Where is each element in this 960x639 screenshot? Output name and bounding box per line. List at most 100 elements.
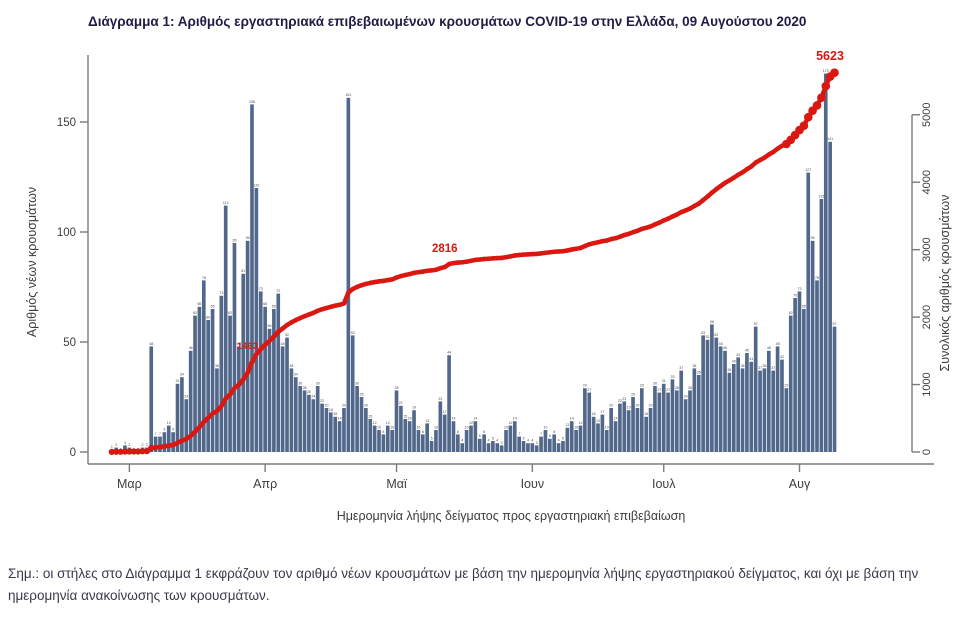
daily-cases-bar [810, 240, 815, 452]
bar-value-label: 38 [289, 364, 293, 368]
bar-value-label: 46 [723, 346, 727, 350]
daily-cases-bar [460, 443, 465, 452]
daily-cases-bar [276, 293, 281, 452]
bar-value-label: 52 [285, 333, 289, 337]
daily-cases-bar [245, 240, 250, 452]
daily-cases-bar [696, 375, 701, 452]
cumulative-point [503, 254, 509, 260]
cumulative-point [245, 370, 250, 376]
cumulative-point [157, 444, 163, 450]
cumulative-point [661, 218, 666, 223]
daily-cases-bar [311, 399, 316, 452]
bar-value-label: 62 [789, 311, 793, 315]
daily-cases-bar [512, 421, 517, 452]
cumulative-point [254, 351, 259, 357]
bar-value-label: 42 [780, 355, 784, 359]
daily-cases-bar [561, 441, 565, 452]
daily-cases-bar [280, 346, 285, 452]
daily-cases-bar [368, 419, 373, 452]
bar-value-label: 14 [451, 417, 455, 421]
bar-value-label: 17 [443, 410, 447, 414]
cumulative-point [184, 436, 189, 442]
daily-cases-bar [180, 377, 184, 452]
daily-cases-bar [469, 425, 473, 452]
bar-value-label: 66 [263, 302, 267, 306]
cumulative-point [799, 121, 809, 130]
cumulative-annotation: 1463 [237, 341, 258, 352]
cumulative-point [319, 307, 325, 312]
bar-value-label: 25 [631, 392, 635, 396]
cumulative-point [613, 235, 618, 241]
cumulative-point [643, 225, 649, 231]
bar-value-label: 23 [622, 397, 626, 401]
daily-cases-bar [337, 421, 342, 452]
cumulative-point [617, 234, 623, 239]
cumulative-point [630, 229, 636, 235]
bar-value-label: 20 [635, 403, 639, 407]
bar-value-label: 16 [644, 412, 648, 416]
bar-value-label: 4 [461, 439, 463, 443]
left-axis-tick-label: 150 [57, 117, 76, 129]
bar-value-label: 57 [833, 322, 837, 326]
bar-value-label: 24 [311, 395, 315, 399]
daily-cases-bar [425, 423, 430, 452]
bar-value-label: 29 [784, 384, 788, 388]
bar-value-label: 10 [543, 425, 547, 429]
cumulative-point [289, 320, 294, 325]
daily-cases-bar [600, 414, 605, 452]
daily-cases-bar [613, 421, 618, 452]
bar-value-label: 2 [146, 443, 148, 447]
cumulative-point [600, 238, 605, 244]
bar-value-label: 9 [163, 428, 165, 432]
cumulative-point [280, 326, 286, 331]
cumulative-point [722, 180, 728, 186]
bar-value-label: 8 [457, 430, 459, 434]
daily-cases-bar [298, 386, 302, 452]
daily-cases-bar [346, 97, 351, 453]
bar-value-label: 28 [303, 386, 307, 390]
cumulative-point [192, 429, 198, 435]
cumulative-point [657, 220, 662, 225]
bar-value-label: 127 [805, 168, 811, 172]
bar-value-label: 72 [276, 289, 280, 293]
daily-cases-bar [372, 425, 377, 452]
covid-daily-cumulative-chart: 1203200224877912931342446626678606538711… [25, 49, 952, 523]
bar-value-label: 10 [377, 425, 381, 429]
daily-cases-bar [153, 436, 158, 452]
bar-value-label: 34 [294, 373, 298, 377]
daily-cases-bar [767, 350, 771, 452]
bar-value-label: 10 [574, 425, 578, 429]
cumulative-point [766, 152, 772, 157]
cumulative-point [490, 256, 496, 261]
cumulative-point [455, 260, 461, 265]
bar-value-label: 5 [562, 436, 564, 440]
daily-cases-bar [241, 273, 246, 452]
bar-value-label: 15 [368, 414, 372, 418]
bar-value-label: 58 [710, 320, 714, 324]
daily-cases-bar [823, 73, 828, 452]
cumulative-point [477, 257, 483, 262]
daily-cases-bar [162, 432, 167, 452]
cumulative-point [328, 304, 334, 310]
bar-value-label: 14 [614, 417, 618, 421]
bar-value-label: 10 [605, 425, 609, 429]
daily-cases-bar [622, 401, 627, 452]
cumulative-point [770, 149, 776, 155]
daily-cases-bar [495, 443, 500, 452]
cumulative-point [407, 271, 413, 277]
daily-cases-bar [184, 399, 189, 452]
bar-value-label: 4 [496, 439, 498, 443]
daily-cases-bar [587, 392, 592, 452]
cumulative-point [451, 260, 456, 266]
cumulative-point [236, 382, 242, 388]
cumulative-point [166, 443, 172, 448]
daily-cases-bar [539, 436, 543, 452]
daily-cases-bar [534, 445, 539, 452]
cumulative-point [372, 279, 378, 285]
daily-cases-bar [802, 309, 806, 452]
daily-cases-bar [499, 445, 504, 452]
bar-value-label: 27 [657, 388, 661, 392]
daily-cases-bar [399, 405, 403, 452]
daily-cases-bar [197, 306, 202, 452]
cumulative-point [525, 252, 531, 257]
